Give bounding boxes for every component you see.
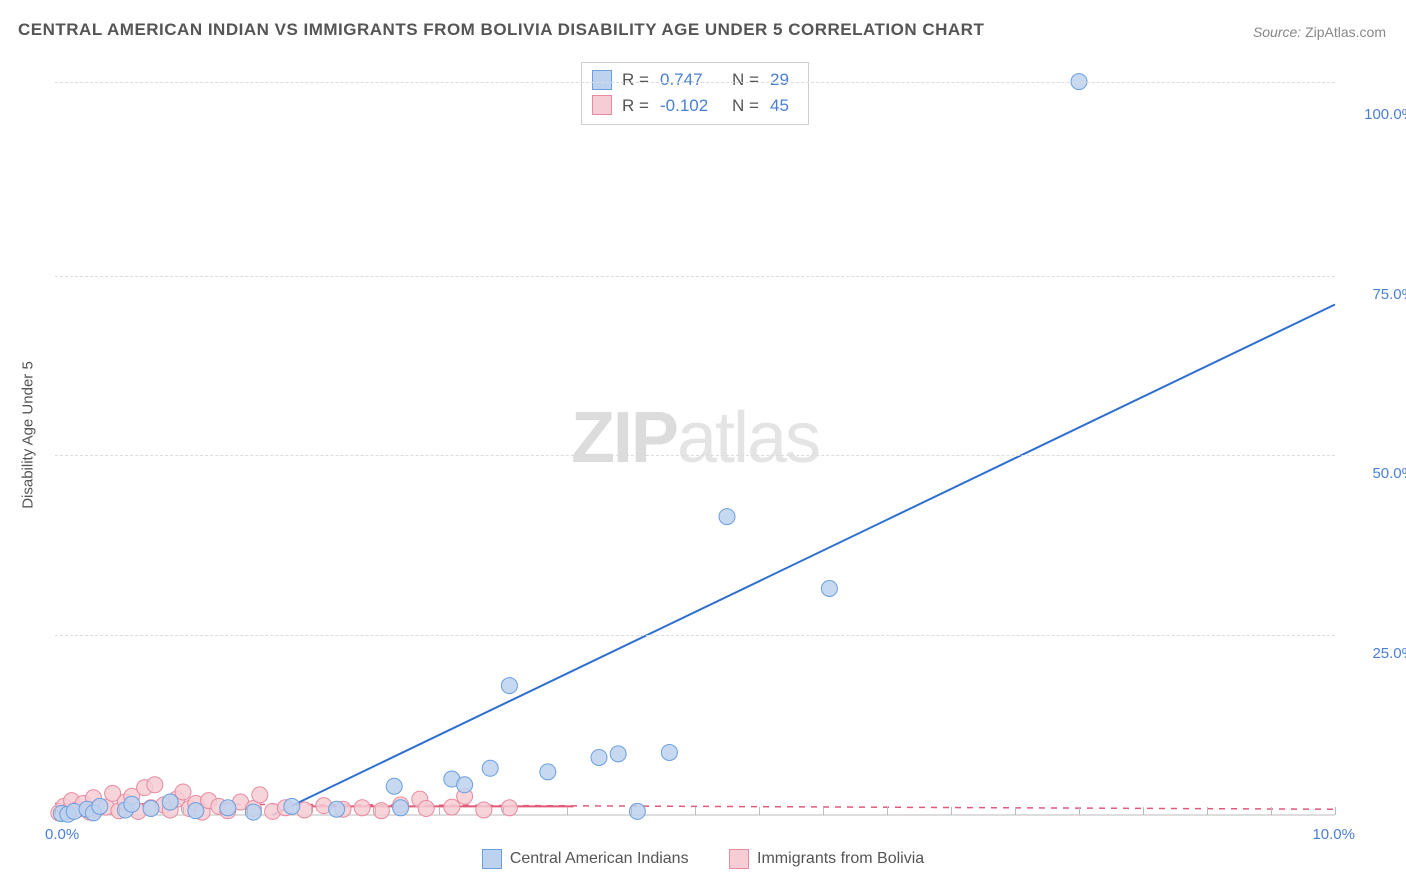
swatch-blue xyxy=(592,70,612,90)
x-tick xyxy=(439,807,440,815)
series-legend: Central American Indians Immigrants from… xyxy=(0,849,1406,874)
y-tick-label: 75.0% xyxy=(1345,286,1406,303)
legend-label-blue: Central American Indians xyxy=(510,850,689,868)
x-tick xyxy=(247,807,248,815)
swatch-pink xyxy=(592,95,612,115)
swatch-pink-icon xyxy=(729,849,749,869)
stats-row-blue: R = 0.747 N = 29 xyxy=(592,67,798,93)
r-label-pink: R = xyxy=(622,93,650,119)
x-tick xyxy=(823,807,824,815)
y-axis-label: Disability Age Under 5 xyxy=(20,361,37,509)
x-tick xyxy=(1335,807,1336,815)
x-axis-min-label: 0.0% xyxy=(45,826,79,843)
x-tick xyxy=(503,807,504,815)
x-tick xyxy=(1015,807,1016,815)
chart-page: CENTRAL AMERICAN INDIAN VS IMMIGRANTS FR… xyxy=(0,0,1406,892)
x-axis-max-label: 10.0% xyxy=(1312,826,1355,843)
x-tick xyxy=(759,807,760,815)
y-tick-label: 50.0% xyxy=(1345,465,1406,482)
gridline xyxy=(55,455,1335,456)
source-label: Source: xyxy=(1253,24,1301,40)
x-tick xyxy=(887,807,888,815)
x-tick xyxy=(631,807,632,815)
r-value-pink: -0.102 xyxy=(660,93,722,119)
chart-title: CENTRAL AMERICAN INDIAN VS IMMIGRANTS FR… xyxy=(18,20,984,40)
x-tick xyxy=(311,807,312,815)
y-tick-label: 100.0% xyxy=(1345,106,1406,123)
svg-layer xyxy=(55,60,1335,815)
stats-row-pink: R = -0.102 N = 45 xyxy=(592,93,798,119)
source-attribution: Source: ZipAtlas.com xyxy=(1253,24,1386,40)
x-tick xyxy=(55,807,56,815)
x-tick xyxy=(1207,807,1208,815)
correlation-stats-legend: R = 0.747 N = 29 R = -0.102 N = 45 xyxy=(581,62,809,125)
legend-item-blue: Central American Indians xyxy=(482,849,689,869)
x-tick xyxy=(375,807,376,815)
x-tick xyxy=(183,807,184,815)
x-tick xyxy=(695,807,696,815)
legend-label-pink: Immigrants from Bolivia xyxy=(757,850,924,868)
x-tick xyxy=(119,807,120,815)
gridline xyxy=(55,635,1335,636)
n-value-pink: 45 xyxy=(770,93,798,119)
gridline xyxy=(55,276,1335,277)
r-value-blue: 0.747 xyxy=(660,67,722,93)
y-tick-label: 25.0% xyxy=(1345,645,1406,662)
n-value-blue: 29 xyxy=(770,67,798,93)
x-tick xyxy=(1271,807,1272,815)
x-tick xyxy=(1079,807,1080,815)
x-tick xyxy=(951,807,952,815)
gridline xyxy=(55,82,1335,83)
x-tick xyxy=(1143,807,1144,815)
x-tick xyxy=(567,807,568,815)
n-label-blue: N = xyxy=(732,67,760,93)
swatch-blue-icon xyxy=(482,849,502,869)
r-label-blue: R = xyxy=(622,67,650,93)
source-value: ZipAtlas.com xyxy=(1305,24,1386,40)
n-label-pink: N = xyxy=(732,93,760,119)
legend-item-pink: Immigrants from Bolivia xyxy=(729,849,924,869)
scatter-plot-area: ZIPatlas R = 0.747 N = 29 R = -0.102 N =… xyxy=(55,60,1335,815)
